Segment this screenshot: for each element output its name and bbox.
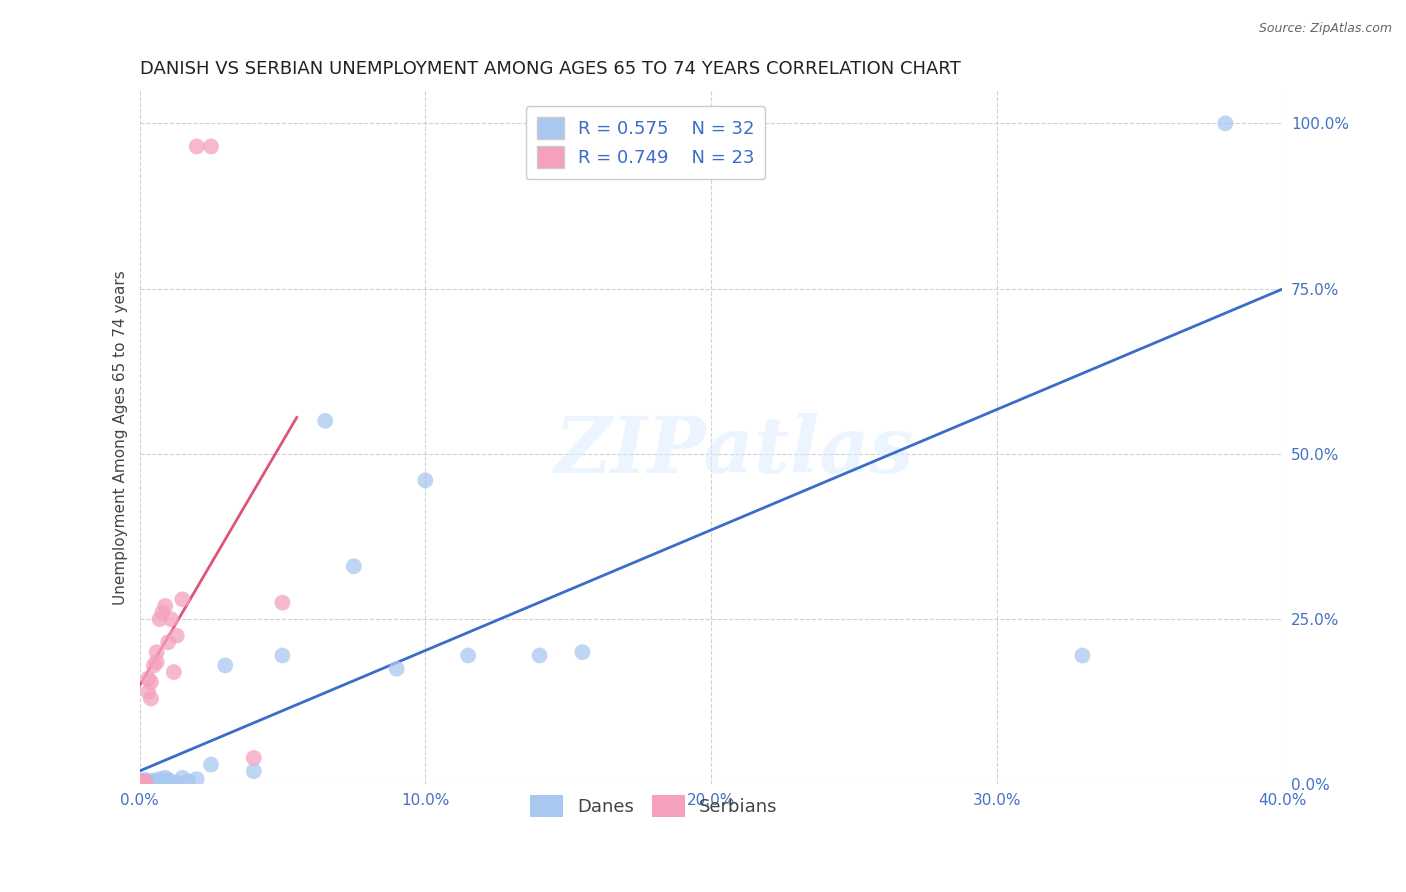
Point bbox=[200, 139, 222, 153]
Point bbox=[271, 596, 294, 610]
Point bbox=[1071, 648, 1094, 663]
Point bbox=[142, 775, 165, 789]
Point bbox=[157, 772, 180, 787]
Text: Source: ZipAtlas.com: Source: ZipAtlas.com bbox=[1258, 22, 1392, 36]
Point bbox=[243, 764, 266, 779]
Point bbox=[134, 775, 156, 789]
Legend: Danes, Serbians: Danes, Serbians bbox=[523, 788, 785, 824]
Point bbox=[136, 672, 159, 686]
Point bbox=[343, 559, 366, 574]
Point bbox=[160, 774, 183, 789]
Point bbox=[131, 774, 153, 789]
Point bbox=[136, 685, 159, 699]
Point bbox=[457, 648, 479, 663]
Point bbox=[139, 675, 162, 690]
Point bbox=[150, 774, 173, 789]
Point bbox=[200, 757, 222, 772]
Point bbox=[145, 645, 167, 659]
Point bbox=[155, 599, 177, 613]
Point bbox=[136, 776, 159, 790]
Point bbox=[186, 139, 208, 153]
Point bbox=[571, 645, 593, 659]
Point bbox=[172, 592, 194, 607]
Point bbox=[163, 665, 186, 679]
Point bbox=[131, 775, 153, 789]
Point bbox=[134, 772, 156, 787]
Point bbox=[529, 648, 551, 663]
Point bbox=[148, 612, 170, 626]
Point bbox=[142, 658, 165, 673]
Point bbox=[1215, 116, 1237, 130]
Point bbox=[136, 774, 159, 789]
Point bbox=[172, 771, 194, 785]
Point bbox=[413, 473, 436, 487]
Point bbox=[139, 774, 162, 789]
Point bbox=[145, 774, 167, 789]
Point bbox=[160, 612, 183, 626]
Point bbox=[155, 771, 177, 785]
Point bbox=[148, 776, 170, 790]
Text: DANISH VS SERBIAN UNEMPLOYMENT AMONG AGES 65 TO 74 YEARS CORRELATION CHART: DANISH VS SERBIAN UNEMPLOYMENT AMONG AGE… bbox=[139, 60, 960, 78]
Point bbox=[186, 772, 208, 786]
Point bbox=[243, 751, 266, 765]
Text: ZIPatlas: ZIPatlas bbox=[554, 413, 914, 490]
Point bbox=[385, 662, 408, 676]
Point bbox=[131, 774, 153, 789]
Point bbox=[142, 773, 165, 788]
Point bbox=[145, 655, 167, 669]
Point bbox=[314, 414, 336, 428]
Y-axis label: Unemployment Among Ages 65 to 74 years: Unemployment Among Ages 65 to 74 years bbox=[114, 270, 128, 605]
Point bbox=[166, 629, 188, 643]
Point bbox=[157, 635, 180, 649]
Point bbox=[134, 775, 156, 789]
Point bbox=[166, 775, 188, 789]
Point bbox=[214, 658, 236, 673]
Point bbox=[139, 691, 162, 706]
Point bbox=[150, 606, 173, 620]
Point bbox=[177, 774, 200, 789]
Point bbox=[271, 648, 294, 663]
Point bbox=[134, 774, 156, 789]
Point bbox=[148, 772, 170, 786]
